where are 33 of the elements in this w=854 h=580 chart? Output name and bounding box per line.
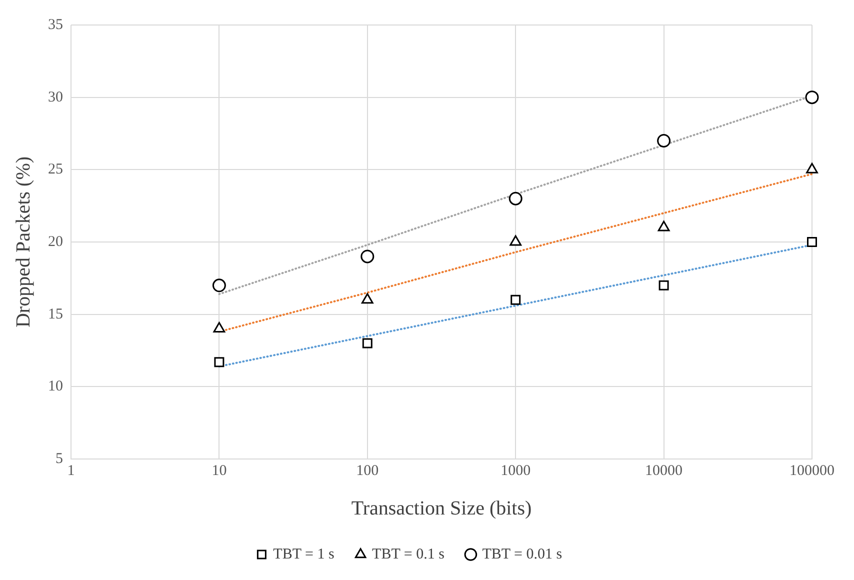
- x-tick-label: 10: [212, 462, 227, 479]
- y-tick-label: 20: [48, 234, 63, 250]
- point: [658, 280, 669, 290]
- legend-label: TBT = 1 s: [273, 546, 334, 562]
- point: [362, 338, 372, 348]
- point: [657, 134, 671, 148]
- point: [806, 162, 818, 174]
- x-tick-label: 100000: [790, 462, 834, 479]
- y-tick-label: 10: [48, 378, 63, 395]
- y-tick-label: 15: [48, 306, 63, 322]
- y-tick-label: 35: [48, 16, 63, 33]
- legend-label: TBT = 0.01 s: [482, 546, 562, 562]
- x-axis-title: Transaction Size (bits): [351, 497, 532, 520]
- y-tick-label: 30: [48, 89, 63, 106]
- y-tick-label: 25: [48, 162, 63, 178]
- legend-label: TBT = 0.1 s: [372, 546, 445, 562]
- point: [213, 322, 226, 333]
- point: [214, 357, 224, 368]
- x-tick-label: 1000: [500, 462, 531, 479]
- x-tick-label: 10000: [645, 462, 683, 479]
- x-tick-label: 1: [67, 462, 75, 479]
- point: [510, 235, 522, 246]
- y-axis-title: Dropped Packets (%): [12, 156, 34, 328]
- point: [510, 294, 521, 305]
- point: [212, 278, 226, 292]
- y-tick-label: 5: [56, 450, 63, 467]
- x-tick-label: 100: [356, 462, 379, 479]
- point: [805, 90, 819, 104]
- point: [508, 192, 522, 206]
- point: [658, 220, 670, 232]
- point: [807, 237, 817, 247]
- point: [360, 250, 374, 264]
- point: [361, 293, 374, 304]
